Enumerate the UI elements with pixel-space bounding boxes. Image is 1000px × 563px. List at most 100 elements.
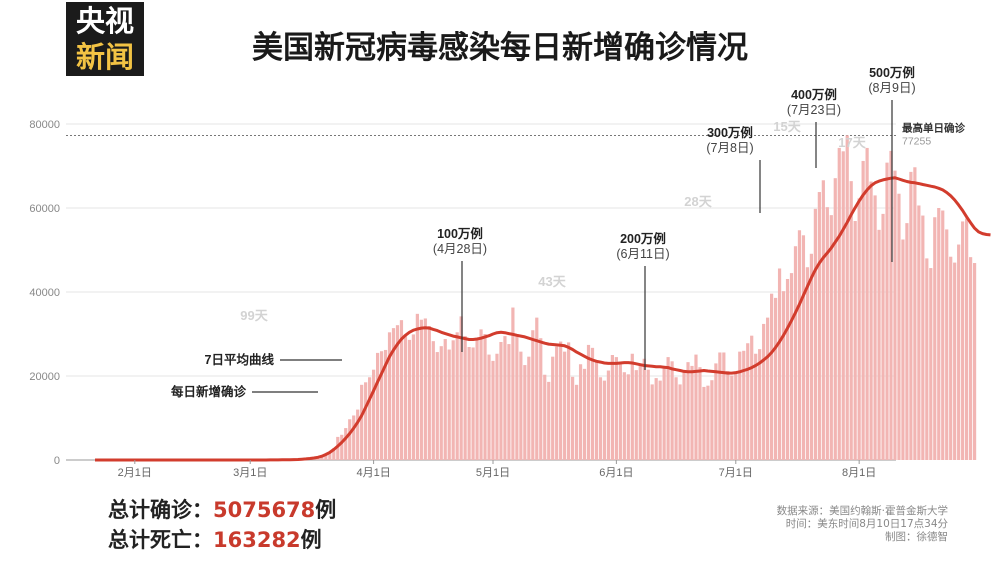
bar (766, 317, 770, 460)
bar (865, 147, 869, 460)
callout-average-line: 7日平均曲线 (205, 352, 275, 367)
bar (479, 329, 483, 460)
bar (439, 346, 443, 460)
bar (686, 362, 690, 460)
bar (332, 448, 336, 460)
bar (344, 428, 348, 460)
bar (941, 210, 945, 460)
bar (618, 364, 622, 460)
bar (901, 239, 905, 460)
bar (738, 351, 742, 460)
bar (929, 268, 933, 460)
bar (324, 454, 328, 460)
bar (360, 384, 364, 460)
bar (889, 150, 893, 460)
bar (423, 318, 427, 460)
bar (391, 328, 396, 460)
bar (547, 381, 551, 460)
bar (905, 223, 909, 460)
chart-title: 美国新冠病毒感染每日新增确诊情况 (252, 30, 748, 66)
bar (539, 338, 543, 460)
bar (821, 180, 825, 460)
logo-line-2: 新闻 (75, 40, 134, 74)
interval-label: 17天 (838, 135, 866, 150)
bar (535, 317, 539, 460)
bar (403, 334, 408, 460)
bar (578, 364, 583, 460)
bar (654, 378, 658, 460)
bar (881, 213, 885, 460)
bar (670, 361, 674, 460)
bar (483, 334, 487, 460)
bar (809, 253, 813, 460)
bar (435, 352, 439, 460)
x-tick-label: 2月1日 (118, 467, 152, 479)
bar (431, 341, 435, 460)
bar (953, 262, 957, 460)
bar (945, 229, 949, 460)
logo-line-1: 央视 (75, 4, 134, 38)
total-confirmed-value: 5075678 (213, 498, 316, 522)
y-tick-label: 40000 (29, 287, 60, 299)
bar (515, 335, 519, 460)
bar (463, 336, 467, 460)
bar (551, 356, 555, 460)
bar (634, 370, 638, 460)
bar (730, 375, 734, 460)
total-confirmed-label: 总计确诊： (108, 498, 213, 522)
bar (614, 357, 618, 460)
bar (543, 374, 547, 460)
bar (698, 367, 702, 460)
bar (662, 368, 666, 460)
bar (563, 351, 567, 460)
total-confirmed-unit: 例 (315, 498, 337, 522)
total-deaths-unit: 例 (300, 528, 322, 552)
bar (471, 347, 475, 460)
bar (961, 221, 965, 460)
bar (885, 162, 889, 460)
bar (555, 346, 559, 460)
bar (714, 363, 718, 460)
bar (969, 257, 973, 460)
bar (658, 380, 662, 460)
bar (762, 323, 766, 460)
milestone-label: 200万例 (620, 231, 666, 246)
bar (447, 349, 451, 460)
bar (559, 341, 563, 460)
bar (873, 195, 877, 460)
reference-line-value: 77255 (902, 136, 931, 148)
bar (387, 332, 392, 460)
bar (909, 171, 913, 460)
milestone-date: (7月23日) (787, 103, 841, 117)
bar (411, 334, 415, 460)
bar (383, 349, 388, 460)
bar (356, 409, 360, 460)
bar (475, 339, 479, 460)
x-tick-label: 6月1日 (599, 467, 633, 479)
interval-label: 28天 (684, 194, 712, 209)
y-tick-label: 80000 (29, 119, 60, 131)
total-deaths-value: 163282 (213, 528, 301, 552)
bar (805, 267, 810, 460)
bar (754, 353, 758, 460)
bar (857, 198, 861, 460)
bar (336, 436, 340, 460)
bar (527, 356, 531, 460)
bar (845, 135, 849, 460)
bar (375, 352, 380, 460)
bar (531, 330, 535, 460)
bar (937, 208, 941, 460)
bar (451, 340, 455, 460)
milestone-date: (4月28日) (433, 242, 487, 256)
bar (833, 178, 837, 460)
bar (455, 332, 459, 460)
bar (877, 229, 881, 460)
milestone-date: (7月8日) (706, 141, 753, 155)
bar (861, 160, 865, 460)
interval-label: 15天 (773, 119, 801, 134)
bar (507, 344, 511, 460)
bar (682, 371, 686, 460)
bar (897, 193, 901, 460)
bar (368, 377, 372, 460)
